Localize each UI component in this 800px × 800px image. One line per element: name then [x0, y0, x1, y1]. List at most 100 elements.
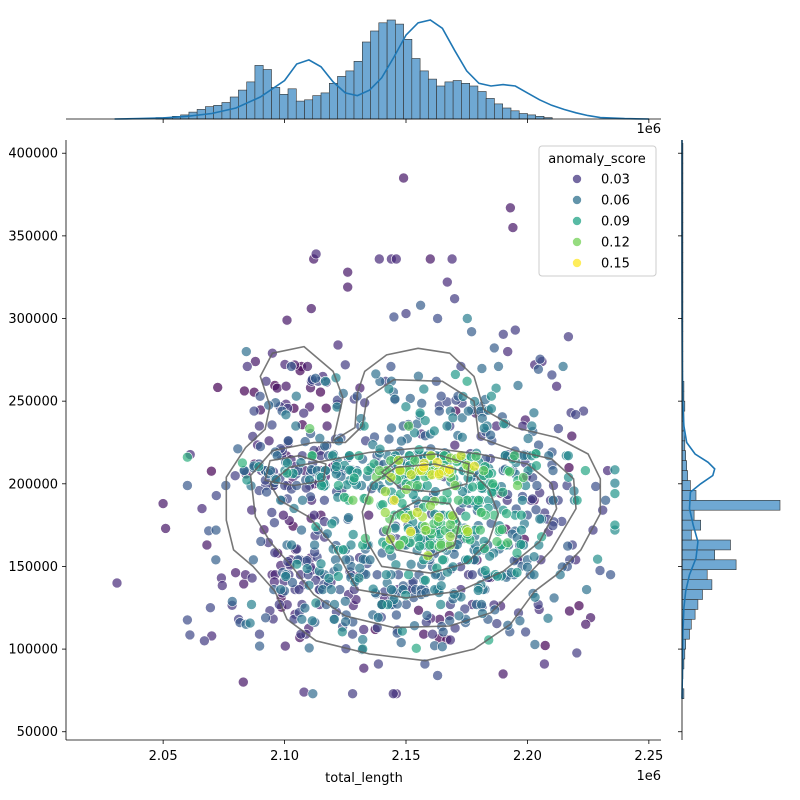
scatter-point	[380, 486, 391, 497]
scatter-point	[358, 662, 370, 674]
scatter-point	[449, 439, 461, 451]
scatter-point	[497, 668, 509, 680]
scatter-point	[594, 565, 606, 576]
scatter-point	[296, 524, 307, 536]
scatter-point	[505, 202, 516, 214]
scatter-point	[571, 494, 583, 506]
scatter-point	[303, 642, 315, 654]
scatter-point	[205, 602, 216, 614]
top-hist-bar	[353, 60, 363, 120]
scatter-point	[449, 293, 460, 305]
scatter-point	[491, 618, 503, 629]
scatter-point	[347, 494, 359, 506]
scatter-point	[455, 361, 467, 372]
scatter-point	[432, 670, 443, 681]
scatter-point	[340, 616, 351, 628]
scatter-point	[551, 380, 562, 392]
right-hist-bar	[681, 499, 781, 511]
scatter-point	[238, 578, 249, 590]
scatter-point	[511, 547, 523, 559]
scatter-point	[507, 222, 519, 233]
scatter-point	[339, 359, 351, 371]
scatter-point	[479, 565, 491, 576]
scatter-point	[357, 634, 369, 645]
top-hist-bar	[477, 91, 487, 120]
scatter-point	[385, 361, 397, 372]
scatter-point	[269, 517, 280, 529]
scatter-point	[308, 509, 320, 521]
scatter-point	[573, 600, 585, 612]
scatter-point	[581, 584, 592, 595]
scatter-point	[547, 494, 559, 506]
scatter-point	[522, 561, 533, 573]
scatter-point	[459, 603, 471, 615]
scatter-point	[182, 480, 193, 491]
scatter-point	[302, 361, 313, 372]
scatter-point	[517, 494, 528, 506]
scatter-point	[310, 521, 322, 533]
scatter-point	[528, 407, 540, 419]
scatter-point	[239, 385, 250, 397]
scatter-point	[450, 369, 461, 380]
scatter-point	[376, 599, 388, 610]
legend-marker	[572, 258, 582, 268]
y-tick-label: 350000	[8, 229, 58, 244]
scatter-point	[424, 253, 436, 265]
scatter-point	[530, 448, 542, 460]
scatter-point	[388, 494, 400, 506]
scatter-point	[384, 544, 396, 555]
scatter-point	[271, 382, 283, 394]
scatter-point	[490, 382, 502, 394]
top-hist-bar	[271, 87, 281, 120]
scatter-point	[398, 172, 409, 184]
legend-marker	[572, 237, 582, 247]
top-hist-bar	[411, 58, 421, 120]
scatter-point	[315, 386, 326, 398]
scatter-point	[512, 480, 523, 491]
scatter-point	[476, 599, 487, 610]
scatter-point	[476, 363, 488, 374]
x-tick-label: 2.15	[392, 749, 421, 764]
scatter-point	[472, 585, 484, 596]
scatter-point	[609, 519, 621, 531]
top-hist-bar	[403, 38, 413, 120]
legend-label: 0.15	[601, 257, 630, 272]
scatter-point	[416, 397, 428, 409]
scatter-point	[263, 435, 275, 447]
scatter-point	[421, 610, 433, 621]
scatter-point	[310, 248, 322, 260]
right-hist-bar	[681, 539, 731, 551]
scatter-point	[437, 554, 448, 566]
scatter-point	[211, 490, 222, 501]
scatter-point	[515, 509, 527, 521]
scatter-point	[342, 281, 354, 293]
kde-contour-line	[249, 378, 577, 629]
scatter-point	[460, 510, 472, 522]
scatter-point	[405, 526, 417, 537]
top-hist-bar	[287, 88, 297, 120]
scatter-point	[227, 596, 238, 607]
scatter-point	[411, 480, 423, 491]
scatter-point	[280, 571, 292, 582]
scatter-point	[418, 461, 430, 473]
kde-contour-line	[269, 446, 558, 599]
top-hist-bar	[510, 110, 520, 120]
scatter-point	[255, 536, 267, 547]
right-hist-bar	[681, 569, 708, 580]
scatter-point	[307, 688, 319, 700]
right-hist-bar	[681, 450, 687, 461]
scatter-point	[463, 405, 474, 417]
kde-contour-line	[380, 453, 470, 493]
top-hist-bar	[527, 114, 537, 120]
scatter-point	[526, 420, 538, 432]
kde-contour-line	[225, 345, 602, 662]
scatter-point	[427, 628, 438, 640]
scatter-point	[210, 554, 222, 566]
y-tick-label: 300000	[8, 312, 58, 327]
right-hist-bar	[681, 480, 691, 491]
x-offset-text: 1e6	[636, 769, 661, 784]
scatter-point	[473, 494, 484, 506]
scatter-point	[342, 266, 354, 278]
kde-contour-line	[264, 454, 327, 487]
scatter-point	[418, 383, 430, 395]
